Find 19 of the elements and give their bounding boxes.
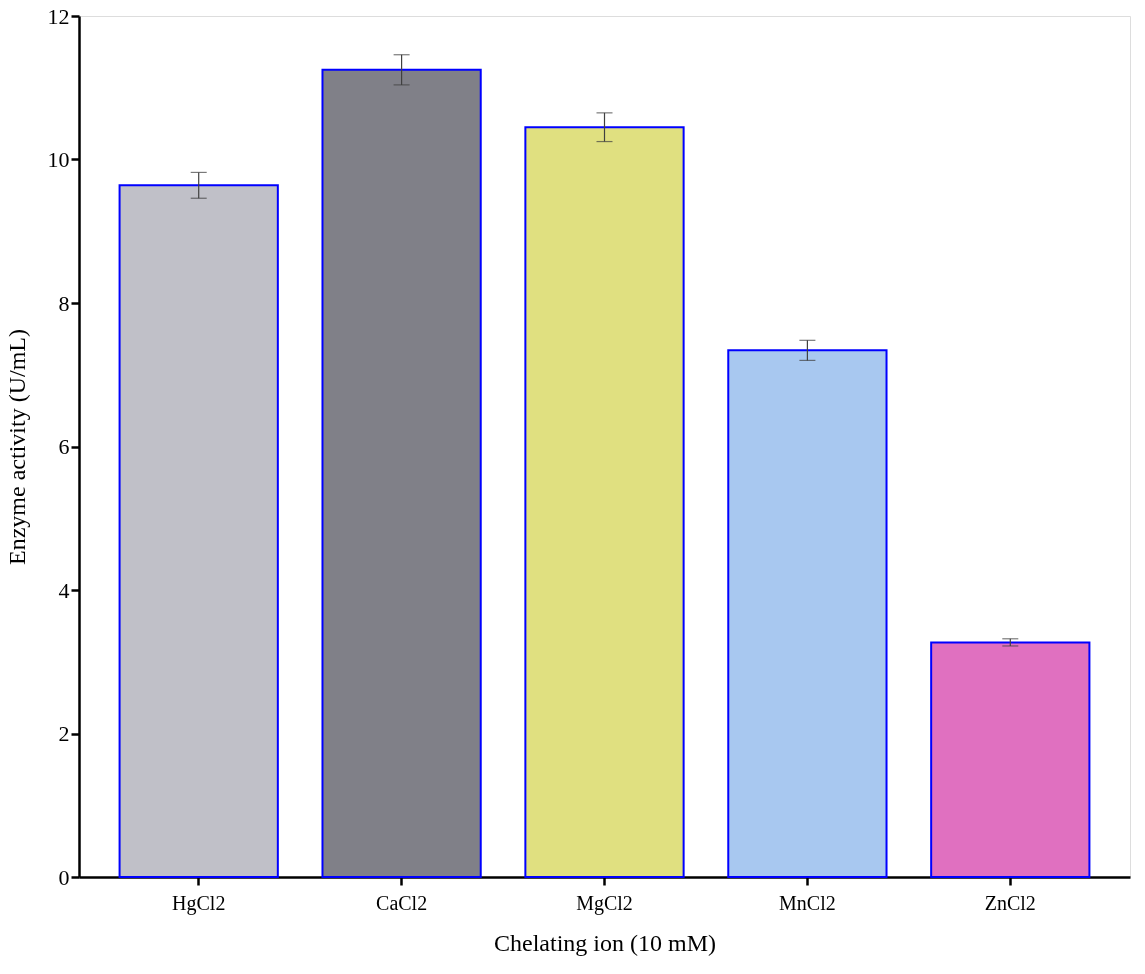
bar — [321, 68, 482, 878]
bar — [727, 349, 888, 878]
y-tick-label: 10 — [47, 147, 70, 172]
bar — [118, 184, 279, 878]
y-axis-title: Enzyme activity (U/mL) — [3, 329, 30, 565]
x-tick-label: HgCl2 — [172, 891, 226, 915]
x-tick-label: MgCl2 — [576, 891, 633, 915]
x-axis-title: Chelating ion (10 mM) — [494, 929, 716, 956]
bar — [930, 641, 1091, 878]
y-tick-label: 8 — [58, 290, 70, 316]
bar — [524, 126, 685, 878]
y-tick-label: 2 — [58, 721, 70, 746]
x-tick-label: ZnCl2 — [984, 891, 1036, 914]
y-tick-label: 4 — [58, 577, 70, 603]
y-tick-label: 6 — [58, 434, 70, 459]
x-tick-label: CaCl2 — [376, 891, 428, 914]
y-tick-label: 0 — [58, 864, 70, 890]
x-tick-label: MnCl2 — [779, 891, 836, 914]
y-tick-label: 12 — [47, 3, 70, 29]
